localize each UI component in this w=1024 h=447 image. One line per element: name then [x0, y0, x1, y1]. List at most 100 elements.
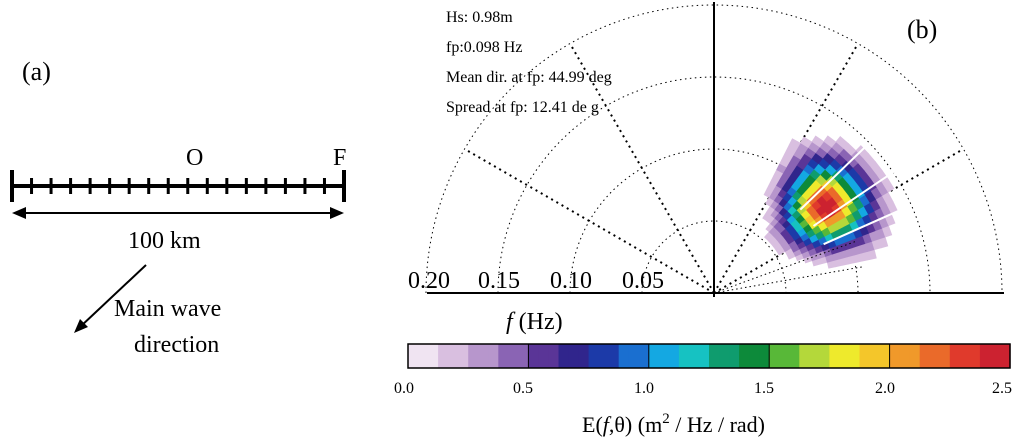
colorbar-cell	[729, 344, 740, 368]
spectrum-cell	[777, 236, 787, 245]
colorbar-cell	[819, 344, 830, 368]
colorbar-cell	[428, 344, 439, 368]
stat-spread: Spread at fp: 12.41 de g	[446, 99, 599, 116]
colorbar-cell	[969, 344, 981, 368]
spectrum-cell	[788, 240, 798, 249]
spectrum-cell	[865, 241, 875, 252]
spectrum-cell	[874, 207, 886, 220]
spectrum-cell	[848, 178, 860, 192]
spectrum-cell	[801, 250, 811, 259]
stat-hs: Hs: 0.98m	[446, 9, 513, 26]
spectrum-cell	[771, 229, 781, 239]
spectrum-cell	[785, 236, 795, 245]
spectrum-cell	[774, 232, 784, 242]
spectrum-cell	[849, 237, 859, 249]
spectrum-cell	[867, 249, 877, 260]
colorbar-cell	[538, 344, 550, 368]
colorbar-cell	[468, 344, 479, 368]
spectrum-cell	[770, 209, 780, 219]
spectrum-cell	[878, 236, 889, 249]
spectrum-cell	[815, 146, 828, 159]
spectrum-cell	[847, 254, 857, 265]
radial-tick-005: 0.05	[622, 268, 664, 294]
spectrum-cell	[881, 191, 894, 205]
spectrum-cell	[880, 204, 892, 217]
spectrum-cell	[864, 178, 878, 192]
colorbar-tick-3: 1.5	[754, 380, 774, 397]
spectrum-cell	[829, 245, 839, 255]
spectrum-cell	[785, 144, 798, 156]
colorbar-cell	[869, 344, 881, 368]
colorbar-gradient	[408, 344, 1011, 368]
spectrum-cell	[776, 247, 786, 256]
spectrum-cell	[769, 237, 779, 246]
wave-direction-line2: direction	[134, 332, 219, 358]
colorbar-cell	[959, 344, 971, 368]
spectrum-cell	[799, 136, 813, 148]
spectrum-cell	[847, 167, 860, 180]
colorbar-cell	[578, 344, 590, 368]
spectrum-cell	[869, 198, 881, 212]
spectrum-cell	[840, 160, 854, 173]
radial-axis-label: f (Hz)	[506, 309, 563, 335]
spectrum-cell	[782, 244, 792, 252]
colorbar-cell	[658, 344, 670, 368]
frequency-ring	[425, 4, 1003, 294]
spectrum-cell	[871, 238, 882, 251]
spectrum-cell	[835, 136, 849, 149]
spectrum-cell	[811, 152, 824, 164]
panel-b: (b) Hs: 0.98m fp:0.098 Hz Mean dir. at f…	[408, 2, 1004, 335]
colorbar-cell	[478, 344, 489, 368]
colorbar-cell	[668, 344, 680, 368]
spectrum-separator	[799, 135, 877, 211]
spectrum-cell	[800, 153, 812, 165]
colorbar-cell	[899, 344, 911, 368]
spectrum-cell	[870, 174, 883, 188]
colorbar-cell	[518, 344, 529, 368]
spectrum-cell	[765, 197, 775, 207]
radial-axis-symbol: f	[506, 309, 516, 335]
spectrum-cell	[807, 141, 821, 154]
transect-line	[10, 170, 346, 202]
colorbar-cell	[488, 344, 499, 368]
colorbar-cell	[759, 344, 770, 368]
colorbar-ticks	[527, 344, 891, 368]
spectrum-cell	[763, 231, 773, 240]
spectrum-cell	[796, 142, 809, 154]
spectrum-cell	[790, 244, 800, 253]
colorbar-tick-2: 1.0	[634, 380, 654, 397]
direction-spoke	[569, 43, 715, 294]
colorbar-cell	[789, 344, 800, 368]
spectrum-cell	[852, 162, 866, 176]
spectrum-cell	[875, 195, 888, 209]
spectrum-cell	[881, 225, 893, 238]
colorbar-cell	[979, 344, 991, 368]
spectrum-cell	[818, 256, 828, 265]
spectrum-cell	[886, 200, 898, 215]
colorbar-cell	[498, 344, 509, 368]
colorbar-cell	[879, 344, 891, 368]
spectrum-cell	[831, 251, 841, 261]
point-o-label: O	[186, 145, 203, 171]
spectrum-cell	[773, 221, 783, 231]
colorbar-cell	[638, 344, 650, 368]
spectrum-cell	[803, 147, 816, 159]
spectrum-cell	[796, 195, 807, 206]
spectrum-cell	[772, 240, 781, 249]
stat-mean-dir: Mean dir. at fp: 44.99 deg	[446, 69, 612, 86]
spectrum-cell	[803, 237, 813, 247]
colorbar-cell	[779, 344, 790, 368]
colorbar-cell	[628, 344, 640, 368]
spectrum-cell	[864, 190, 877, 203]
spectrum-cell	[766, 206, 775, 216]
colorbar-cell	[558, 344, 570, 368]
colorbar-tick-4: 2.0	[875, 380, 895, 397]
wave-direction-line1: Main wave	[114, 296, 221, 322]
spectrum-cell	[845, 247, 855, 258]
spectrum-cell	[793, 248, 803, 257]
spectrum-cell	[796, 240, 807, 250]
panel-b-label: (b)	[907, 15, 937, 44]
colorbar-cell	[438, 344, 449, 368]
spectrum-cell	[788, 138, 801, 150]
